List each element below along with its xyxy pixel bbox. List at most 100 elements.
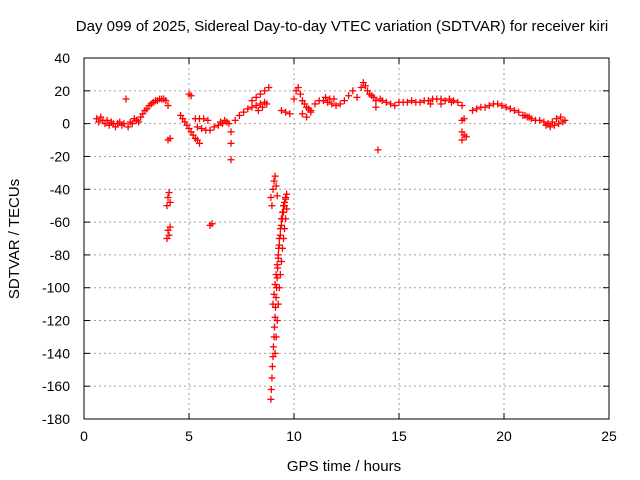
data-point <box>311 100 319 108</box>
data-point <box>272 333 280 341</box>
data-point <box>515 108 523 116</box>
data-point <box>269 185 277 193</box>
data-point <box>536 116 544 124</box>
data-point <box>275 284 283 292</box>
data-point <box>298 110 306 118</box>
data-point <box>267 193 275 201</box>
data-point <box>511 107 518 115</box>
data-point <box>378 97 386 105</box>
data-point <box>357 84 365 92</box>
data-point <box>252 93 260 101</box>
x-tick-label: 0 <box>80 428 88 444</box>
data-point <box>225 120 233 128</box>
data-point <box>275 241 283 249</box>
y-tick-label: -120 <box>42 313 70 329</box>
data-point <box>277 221 285 229</box>
data-point <box>267 385 275 393</box>
data-point <box>481 103 489 111</box>
data-point <box>542 121 550 129</box>
data-point <box>254 107 262 115</box>
data-point <box>469 107 476 115</box>
data-point <box>498 102 506 110</box>
data-point <box>330 95 338 103</box>
x-axis-label: GPS time / hours <box>287 458 401 475</box>
data-point <box>546 123 554 131</box>
data-point <box>128 120 136 128</box>
data-point <box>227 139 235 147</box>
data-point <box>322 93 329 101</box>
data-point <box>259 103 266 111</box>
data-point <box>290 95 298 103</box>
data-point <box>427 100 434 108</box>
data-point <box>473 105 481 113</box>
data-point <box>494 100 502 108</box>
data-point <box>231 116 239 124</box>
data-point <box>261 87 269 95</box>
x-tick-label: 15 <box>391 428 407 444</box>
data-point <box>120 120 128 128</box>
data-point <box>391 102 399 110</box>
data-point <box>349 87 357 95</box>
data-point <box>256 90 264 98</box>
data-point <box>559 118 567 126</box>
data-point <box>458 102 466 110</box>
data-point <box>294 84 302 92</box>
chart-title: Day 099 of 2025, Sidereal Day-to-day VTE… <box>76 18 608 35</box>
data-point <box>332 102 340 110</box>
data-point <box>204 116 212 124</box>
y-tick-label: 0 <box>62 116 70 132</box>
y-tick-label: -140 <box>42 345 70 361</box>
data-point <box>166 134 174 142</box>
data-point <box>372 103 380 111</box>
data-point <box>282 108 290 116</box>
data-point <box>277 107 285 115</box>
data-point <box>307 107 315 115</box>
data-point <box>303 113 311 121</box>
data-point <box>525 113 533 121</box>
data-point <box>271 280 279 288</box>
data-point <box>271 349 279 357</box>
plot-frame <box>83 57 610 420</box>
data-point <box>485 102 493 110</box>
data-point <box>555 120 563 128</box>
data-point <box>462 133 470 141</box>
data-point <box>269 343 277 351</box>
data-point <box>273 274 281 282</box>
data-point <box>221 116 229 124</box>
x-tick-label: 5 <box>185 428 193 444</box>
data-point <box>374 146 382 154</box>
data-point <box>166 223 174 231</box>
data-point <box>553 115 560 123</box>
data-point <box>550 121 558 129</box>
data-point <box>296 90 304 98</box>
data-point <box>206 126 214 134</box>
data-point <box>282 215 290 223</box>
data-point <box>441 97 449 105</box>
data-point <box>437 100 445 108</box>
data-point <box>227 128 235 136</box>
data-point <box>265 84 273 92</box>
data-point <box>403 98 411 106</box>
data-point <box>328 100 336 108</box>
y-tick-label: -20 <box>50 148 70 164</box>
data-point <box>163 202 171 210</box>
data-point <box>458 136 466 144</box>
data-point <box>282 195 290 203</box>
data-point <box>263 100 271 108</box>
y-axis-label: SDTVAR / TECUs <box>6 179 23 299</box>
data-point <box>281 225 289 233</box>
grid-lines <box>84 58 609 419</box>
data-point <box>276 271 284 279</box>
data-point <box>361 82 369 90</box>
x-tick-label: 10 <box>286 428 302 444</box>
y-tick-label: -80 <box>50 247 70 263</box>
y-tick-label: -160 <box>42 378 70 394</box>
data-point <box>248 103 256 111</box>
data-point <box>387 100 395 108</box>
data-point <box>345 92 353 100</box>
data-point <box>276 231 284 239</box>
data-point <box>135 118 143 126</box>
data-points <box>93 79 569 403</box>
data-point <box>162 97 170 105</box>
data-point <box>164 193 172 201</box>
